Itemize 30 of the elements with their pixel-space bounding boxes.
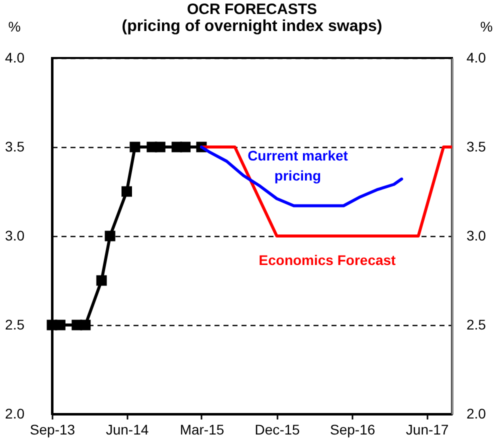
x-tick-label: Jun-14 xyxy=(106,422,149,438)
point xyxy=(80,320,91,330)
point xyxy=(96,275,107,286)
point xyxy=(122,186,132,197)
y-tick-label: 3.0 xyxy=(5,228,25,244)
y2-tick-label: 2.5 xyxy=(466,316,486,332)
y-tick-label: 3.5 xyxy=(5,138,25,154)
series-label: Economics Forecast xyxy=(258,252,396,268)
y-tick-label: 4.0 xyxy=(5,50,25,66)
point xyxy=(130,142,140,152)
y2-tick-label: 4.0 xyxy=(466,50,486,66)
y2-axis-title: % xyxy=(480,18,493,34)
y-axis-title: % xyxy=(8,18,21,34)
y2-tick-label: 2.0 xyxy=(466,406,486,422)
x-tick-label: Sep-13 xyxy=(30,422,76,438)
y-tick-label: 2.0 xyxy=(5,406,25,422)
point xyxy=(104,230,116,242)
point xyxy=(154,142,166,152)
point xyxy=(180,142,191,152)
x-tick-label: Dec-15 xyxy=(254,422,300,438)
y2-tick-label: 3.0 xyxy=(466,228,486,244)
y-tick-label: 2.5 xyxy=(5,316,25,332)
x-tick-label: Sep-16 xyxy=(330,422,376,438)
y2-tick-label: 3.5 xyxy=(466,138,486,154)
series-label: Current market pricing xyxy=(248,148,348,184)
x-tick-label: Mar-15 xyxy=(180,422,224,438)
x-tick-label: Jun-17 xyxy=(406,422,449,438)
chart-subtitle: (pricing of overnight index swaps) xyxy=(122,18,382,35)
point xyxy=(54,320,66,330)
chart-title: OCR FORECASTS xyxy=(186,1,318,18)
